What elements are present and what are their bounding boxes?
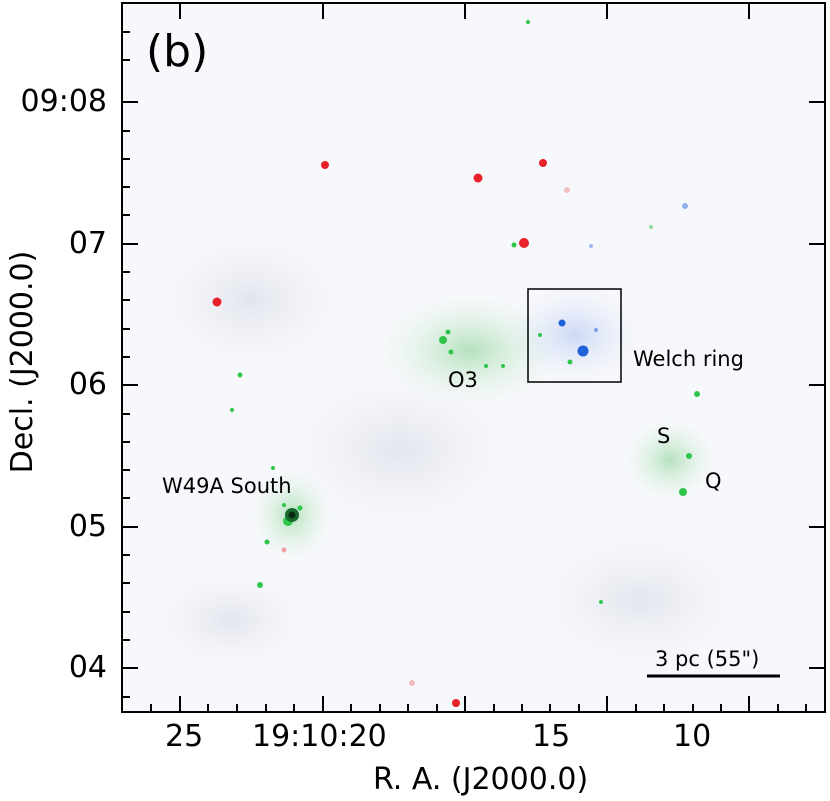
y-axis-title: Decl. (J2000.0) <box>5 250 40 474</box>
y-tick-label: 07 <box>68 226 107 261</box>
red-source <box>473 173 483 183</box>
y-tick-label: 04 <box>68 650 107 685</box>
welch-ring-label: Welch ring <box>633 347 744 371</box>
blue-source <box>558 319 566 327</box>
red-source <box>281 547 287 553</box>
blue-source <box>594 328 598 332</box>
y-tick-label: 05 <box>68 509 107 544</box>
green-source <box>599 600 603 604</box>
y-tick-label: 09:08 <box>20 84 107 119</box>
y-axis-ticks <box>122 31 825 698</box>
blue-source <box>682 203 688 209</box>
green-source <box>567 359 573 365</box>
green-source <box>271 466 275 470</box>
green-source <box>694 391 700 397</box>
diffuse-emission <box>150 230 750 670</box>
green-source <box>230 408 234 412</box>
green-source <box>445 329 451 335</box>
x-axis-title: R. A. (J2000.0) <box>373 762 589 797</box>
green-source <box>511 242 517 248</box>
x-tick-label: 25 <box>165 719 204 754</box>
red-source <box>212 297 222 307</box>
green-source <box>649 225 653 229</box>
w49a-south-core <box>282 503 303 522</box>
green-source <box>264 539 270 545</box>
x-tick-label: 10 <box>673 719 712 754</box>
green-source <box>526 20 530 24</box>
blue-point-sources <box>558 203 688 357</box>
y-tick-label: 06 <box>68 367 107 402</box>
q-label: Q <box>705 469 722 493</box>
green-source <box>448 349 454 355</box>
red-source <box>539 159 547 167</box>
green-source <box>257 582 263 588</box>
blue-source <box>577 345 589 357</box>
panel-label: (b) <box>146 26 209 77</box>
scale-bar-label: 3 pc (55") <box>655 647 760 671</box>
x-tick-label: 15 <box>532 719 571 754</box>
o3-label: O3 <box>448 368 478 392</box>
blue-source <box>589 244 593 248</box>
s-label: S <box>657 424 671 448</box>
x-tick-label: 19:10:20 <box>252 719 387 754</box>
red-source <box>452 699 460 707</box>
w49a-south-label: W49A South <box>162 474 292 498</box>
red-source <box>564 187 570 193</box>
x-axis-ticks <box>150 3 807 712</box>
green-source <box>679 488 687 496</box>
green-source <box>237 372 243 378</box>
green-source <box>686 453 692 459</box>
welch-ring-box <box>527 288 622 383</box>
red-source <box>321 161 329 169</box>
green-source <box>501 364 505 368</box>
red-point-sources <box>212 159 570 707</box>
green-source <box>484 364 488 368</box>
red-source <box>409 680 415 686</box>
green-source <box>439 336 447 344</box>
red-source <box>519 238 529 248</box>
green-source <box>538 333 542 337</box>
